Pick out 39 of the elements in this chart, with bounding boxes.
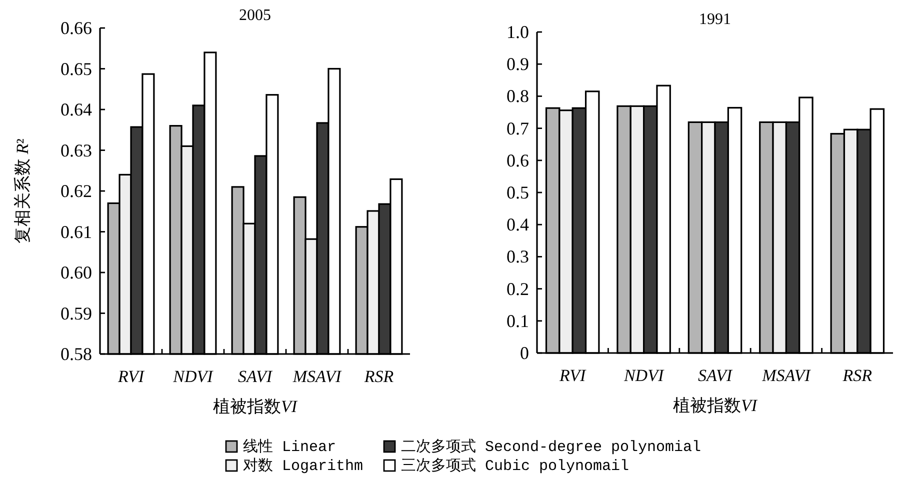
y-tick-label: 0.9	[506, 54, 529, 74]
x-tick-label: RSR	[363, 367, 394, 386]
y-tick-label: 0.7	[506, 118, 529, 138]
y-tick-label: 0.5	[506, 182, 529, 202]
x-axis-title: 植被指数VI	[212, 397, 298, 416]
legend-label: 三次多项式 Cubic polynomail	[401, 457, 630, 475]
legend-label: 线性 Linear	[243, 438, 336, 456]
legend-label: 二次多项式 Second-degree polynomial	[401, 438, 702, 456]
y-tick-label: 0.66	[60, 18, 92, 38]
y-tick-label: 0.1	[506, 310, 529, 331]
x-tick-label: NDVI	[622, 366, 665, 385]
x-tick-label: RSR	[842, 366, 873, 385]
chart-title: 2005	[239, 7, 271, 24]
y-tick-label: 0.62	[60, 181, 92, 201]
x-tick-label: SAVI	[698, 366, 734, 385]
x-tick-label: SAVI	[238, 367, 274, 386]
y-tick-label: 0.8	[506, 86, 529, 106]
y-tick-label: 0.63	[60, 140, 92, 160]
y-tick-label: 0.60	[60, 262, 92, 282]
y-tick-label: 0.59	[60, 303, 92, 324]
y-tick-label: 1.0	[506, 22, 529, 42]
y-tick-label: 0.4	[506, 214, 529, 235]
y-tick-label: 0.64	[60, 100, 92, 120]
chart-title: 1991	[699, 11, 731, 28]
y-tick-label: 0.3	[506, 246, 529, 267]
x-tick-label: RVI	[116, 367, 146, 386]
y-tick-label: 0.58	[60, 344, 92, 364]
x-axis-title: 植被指数VI	[672, 396, 758, 415]
x-tick-label: NDVI	[172, 367, 214, 386]
y-tick-label: 0.2	[506, 278, 529, 299]
y-tick-label: 0.61	[60, 222, 92, 242]
x-tick-label: RVI	[558, 366, 587, 385]
y-tick-label: 0.65	[60, 58, 92, 79]
x-tick-label: MSAVI	[292, 367, 342, 386]
y-tick-label: 0.6	[506, 150, 529, 170]
legend-label: 对数 Logarithm	[243, 457, 364, 475]
y-tick-label: 0	[520, 343, 529, 363]
y-axis-title: 复相关系数 R²	[13, 138, 32, 244]
x-tick-label: MSAVI	[761, 366, 812, 385]
